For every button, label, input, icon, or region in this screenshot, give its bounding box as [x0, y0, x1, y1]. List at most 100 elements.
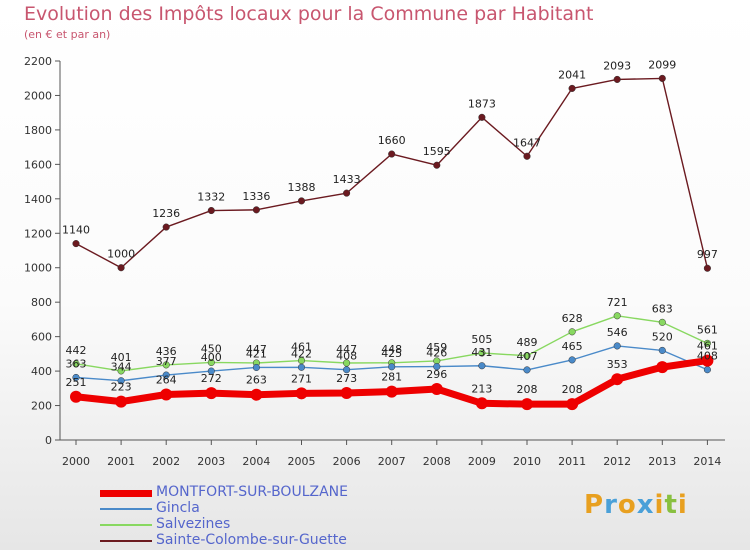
- data-point: [656, 361, 669, 374]
- data-label: 1140: [62, 224, 90, 237]
- data-point: [613, 75, 621, 83]
- x-tick-label: 2014: [693, 455, 721, 468]
- legend-swatch: [100, 490, 152, 497]
- data-point: [658, 74, 666, 82]
- data-label: 1595: [423, 145, 451, 158]
- y-tick-label: 200: [31, 400, 52, 413]
- line-chart: 0 200 400 600 800 1000 1200 1400 1600 1800 2000 220…: [24, 55, 725, 468]
- data-label: 208: [562, 383, 583, 396]
- data-point: [701, 354, 714, 367]
- y-tick-label: 400: [31, 365, 52, 378]
- data-point: [613, 312, 621, 320]
- y-tick-label: 1600: [24, 158, 52, 171]
- data-point: [478, 113, 486, 121]
- data-point: [568, 356, 576, 364]
- x-tick-label: 2007: [378, 455, 406, 468]
- data-label: 2041: [558, 68, 586, 81]
- data-label: 273: [336, 372, 357, 385]
- data-point: [703, 339, 711, 347]
- data-point: [72, 360, 80, 368]
- legend-swatch: [100, 508, 152, 510]
- data-point: [117, 264, 125, 272]
- data-label: 1000: [107, 248, 135, 261]
- data-label: 1647: [513, 136, 541, 149]
- chart-title: Evolution des Impôts locaux pour la Comm…: [24, 3, 594, 25]
- x-tick-label: 2003: [197, 455, 225, 468]
- data-label: 431: [471, 346, 492, 359]
- series-line: [75, 77, 709, 269]
- data-point: [205, 387, 218, 400]
- x-tick-label: 2008: [423, 455, 451, 468]
- data-point: [478, 349, 486, 357]
- data-point: [162, 223, 170, 231]
- data-point: [523, 152, 531, 160]
- y-tick-label: 1200: [24, 227, 52, 240]
- x-tick-label: 2001: [107, 455, 135, 468]
- data-label: 251: [66, 376, 87, 389]
- y-tick-label: 1000: [24, 262, 52, 275]
- y-tick-label: 1800: [24, 124, 52, 137]
- data-point: [388, 150, 396, 158]
- data-point: [340, 386, 353, 399]
- data-label: 223: [111, 381, 132, 394]
- x-tick-label: 2012: [603, 455, 631, 468]
- data-point: [475, 397, 488, 410]
- data-point: [343, 189, 351, 197]
- data-point: [478, 362, 486, 370]
- y-tick-label: 800: [31, 296, 52, 309]
- data-label: 344: [111, 361, 132, 374]
- y-tick-label: 2200: [24, 55, 52, 68]
- data-label: 2093: [603, 59, 631, 72]
- data-label: 353: [607, 358, 628, 371]
- data-point: [250, 388, 263, 401]
- data-label: 1873: [468, 97, 496, 110]
- x-tick-label: 2002: [152, 455, 180, 468]
- data-point: [568, 328, 576, 336]
- data-label: 1236: [152, 207, 180, 220]
- data-label: 520: [652, 330, 673, 343]
- data-point: [72, 240, 80, 248]
- data-point: [252, 363, 260, 372]
- data-label: 721: [607, 296, 628, 309]
- data-label: 447: [246, 343, 267, 356]
- data-point: [343, 366, 351, 374]
- data-label: 377: [156, 355, 177, 368]
- data-label: 436: [156, 345, 177, 358]
- data-label: 459: [426, 341, 447, 354]
- x-tick-label: 2011: [558, 455, 586, 468]
- data-point: [207, 206, 215, 215]
- data-label: 401: [111, 351, 132, 364]
- data-label: 465: [562, 340, 583, 353]
- legend-label: Salvezines: [156, 516, 231, 532]
- data-point: [252, 206, 260, 214]
- data-point: [658, 346, 666, 354]
- legend-label: Gincla: [156, 500, 200, 516]
- data-point: [117, 377, 125, 385]
- data-point: [70, 390, 82, 403]
- data-point: [297, 363, 306, 371]
- data-label: 442: [66, 344, 87, 357]
- data-label: 400: [201, 351, 222, 364]
- data-point: [115, 395, 128, 408]
- data-label: 505: [471, 333, 492, 346]
- data-label: 407: [517, 350, 538, 363]
- data-label: 425: [381, 347, 402, 360]
- data-point: [523, 352, 531, 360]
- x-tick-label: 2004: [242, 455, 270, 468]
- data-point: [160, 388, 173, 401]
- data-point: [658, 318, 666, 326]
- data-point: [433, 363, 441, 371]
- data-label: 263: [246, 374, 267, 387]
- data-label: 281: [381, 371, 402, 384]
- data-point: [703, 264, 711, 272]
- x-tick-label: 2009: [468, 455, 496, 468]
- y-tick-label: 1400: [24, 193, 52, 206]
- data-label: 408: [697, 350, 718, 363]
- data-point: [523, 366, 531, 374]
- x-tick-label: 2013: [648, 455, 676, 468]
- data-label: 1433: [333, 173, 361, 186]
- data-label: 408: [336, 350, 357, 363]
- data-point: [72, 373, 80, 382]
- data-point: [117, 367, 125, 375]
